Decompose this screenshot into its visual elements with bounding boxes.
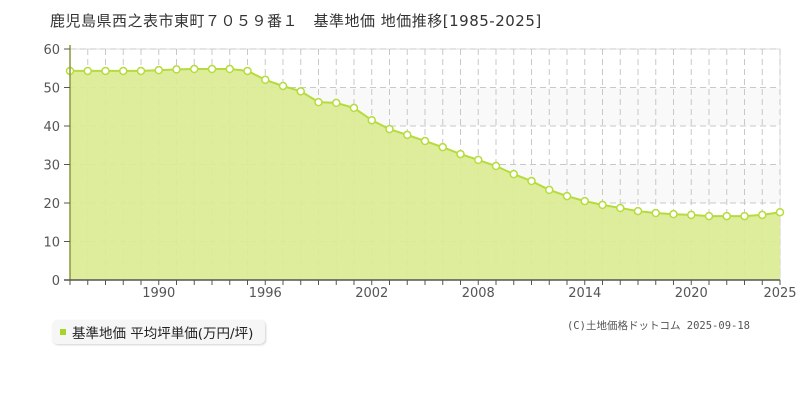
- svg-text:60: 60: [43, 43, 60, 58]
- price-area: [70, 69, 780, 280]
- svg-text:1990: 1990: [142, 286, 175, 301]
- svg-text:40: 40: [43, 120, 60, 135]
- svg-text:50: 50: [43, 82, 60, 97]
- svg-text:2020: 2020: [675, 286, 708, 301]
- svg-text:2014: 2014: [568, 286, 601, 301]
- svg-text:2002: 2002: [355, 286, 388, 301]
- legend-label: 基準地価 平均坪単価(万円/坪): [72, 326, 254, 342]
- axes: [64, 45, 781, 285]
- y-axis-labels: 0 10 20 30 40 50 60: [43, 43, 60, 289]
- copyright-text: (C)土地価格ドットコム 2025-09-18: [566, 320, 750, 332]
- svg-text:1996: 1996: [249, 286, 282, 301]
- svg-text:30: 30: [43, 159, 60, 174]
- chart-title: 鹿児島県西之表市東町７０５９番１ 基準地価 地価推移[1985-2025]: [50, 12, 542, 30]
- svg-text:2025: 2025: [763, 286, 796, 301]
- legend: 基準地価 平均坪単価(万円/坪): [52, 320, 266, 344]
- data-point-markers: [65, 64, 785, 221]
- x-axis-labels: 1990 1996 2002 2008 2014 2020 2025: [142, 286, 796, 301]
- svg-text:0: 0: [52, 274, 60, 289]
- svg-text:20: 20: [43, 197, 60, 212]
- legend-swatch-icon: [60, 329, 66, 335]
- svg-text:2008: 2008: [462, 286, 495, 301]
- svg-text:10: 10: [43, 236, 60, 251]
